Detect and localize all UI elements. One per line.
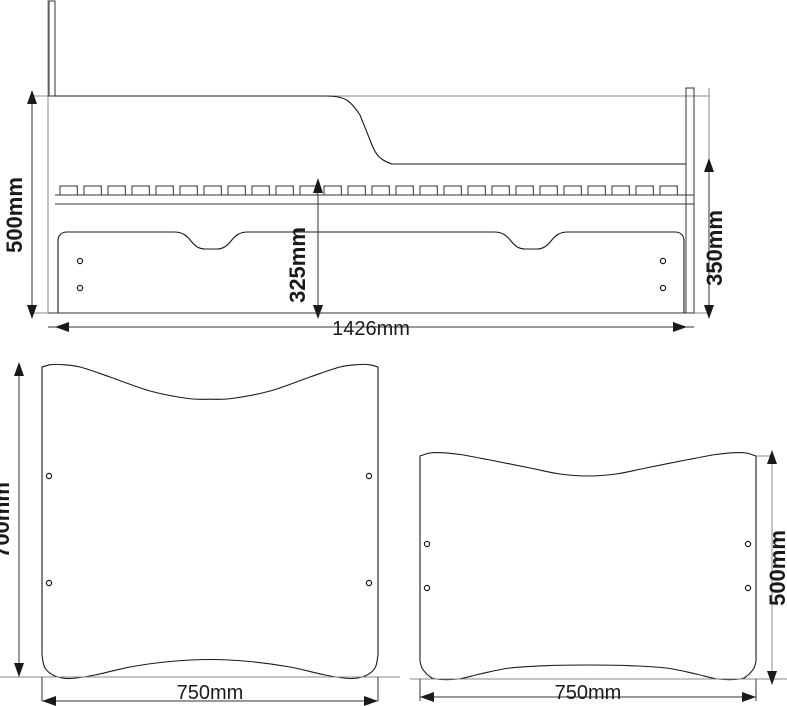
svg-text:700mm: 700mm	[0, 482, 14, 558]
svg-text:1426mm: 1426mm	[332, 318, 410, 340]
svg-text:500mm: 500mm	[765, 530, 787, 606]
svg-text:750mm: 750mm	[177, 682, 244, 704]
svg-text:750mm: 750mm	[555, 682, 622, 704]
svg-text:325mm: 325mm	[285, 227, 310, 303]
svg-text:500mm: 500mm	[2, 177, 27, 253]
svg-text:350mm: 350mm	[702, 210, 727, 286]
